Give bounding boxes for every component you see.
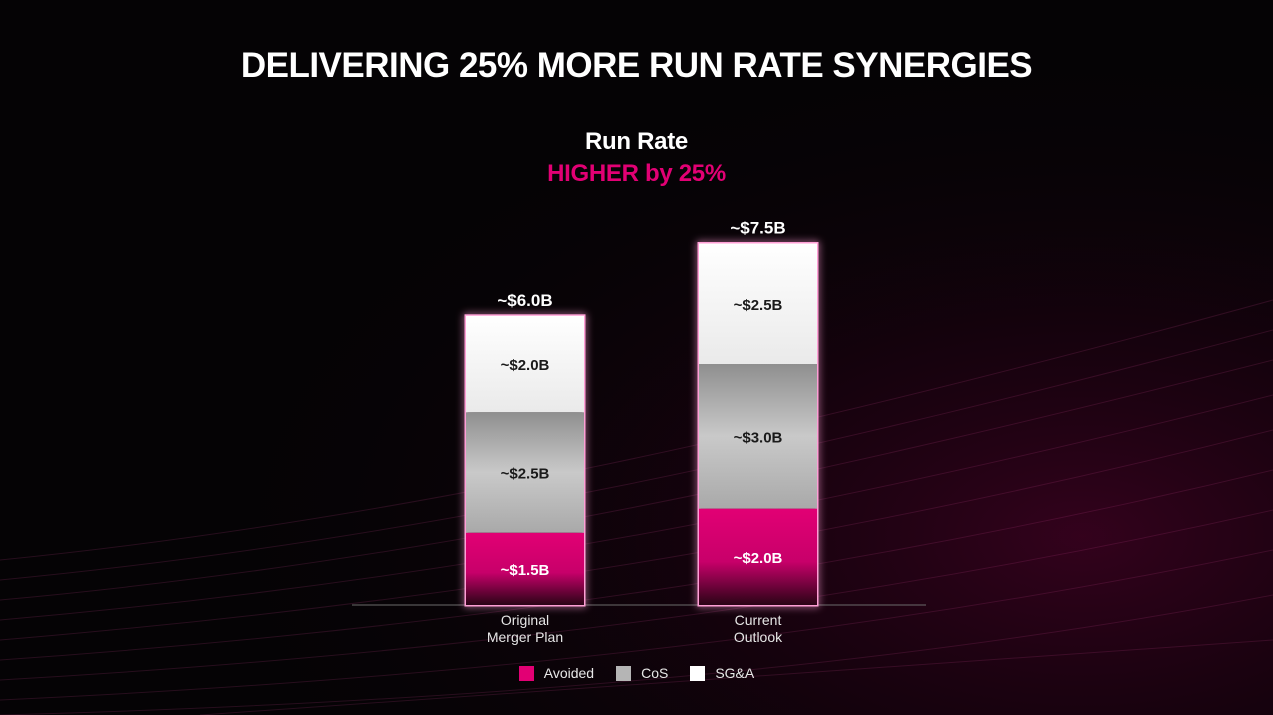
data-label: ~$3.0B bbox=[734, 429, 783, 446]
x-tick-label: Current Outlook bbox=[734, 612, 783, 645]
data-label: ~$2.0B bbox=[734, 550, 783, 567]
white-square-icon bbox=[690, 665, 706, 681]
bar-segment-sga bbox=[699, 243, 817, 364]
bar-segment-sga bbox=[466, 315, 584, 413]
chart-legend: Avoided CoS SG&A bbox=[0, 665, 1273, 681]
data-label: ~$2.5B bbox=[501, 465, 550, 482]
gray-square-icon bbox=[616, 665, 632, 681]
legend-item-avoided: Avoided bbox=[518, 665, 595, 681]
data-label: ~$2.0B bbox=[501, 357, 550, 374]
bar-segment-avoided bbox=[466, 532, 584, 605]
page-title: DELIVERING 25% MORE RUN RATE SYNERGIES bbox=[240, 46, 1033, 85]
legend-item-sga: SG&A bbox=[690, 665, 754, 681]
total-label: ~$6.0B bbox=[497, 291, 552, 310]
bar-segment-cos bbox=[466, 412, 584, 533]
bar-segment-cos bbox=[699, 364, 817, 509]
data-label: ~$2.5B bbox=[734, 297, 783, 314]
total-label: ~$7.5B bbox=[730, 219, 785, 238]
magenta-square-icon bbox=[518, 665, 534, 681]
chart-subtitle: Run Rate bbox=[585, 128, 688, 155]
data-label: ~$1.5B bbox=[501, 562, 550, 579]
legend-label: CoS bbox=[641, 665, 669, 681]
bar-segment-avoided bbox=[699, 508, 817, 605]
x-tick-label: Original Merger Plan bbox=[487, 612, 563, 645]
legend-label: Avoided bbox=[543, 665, 595, 681]
chart-subtitle-highlight: HIGHER by 25% bbox=[547, 160, 726, 187]
legend-label: SG&A bbox=[715, 665, 755, 681]
legend-item-cos: CoS bbox=[616, 665, 668, 681]
